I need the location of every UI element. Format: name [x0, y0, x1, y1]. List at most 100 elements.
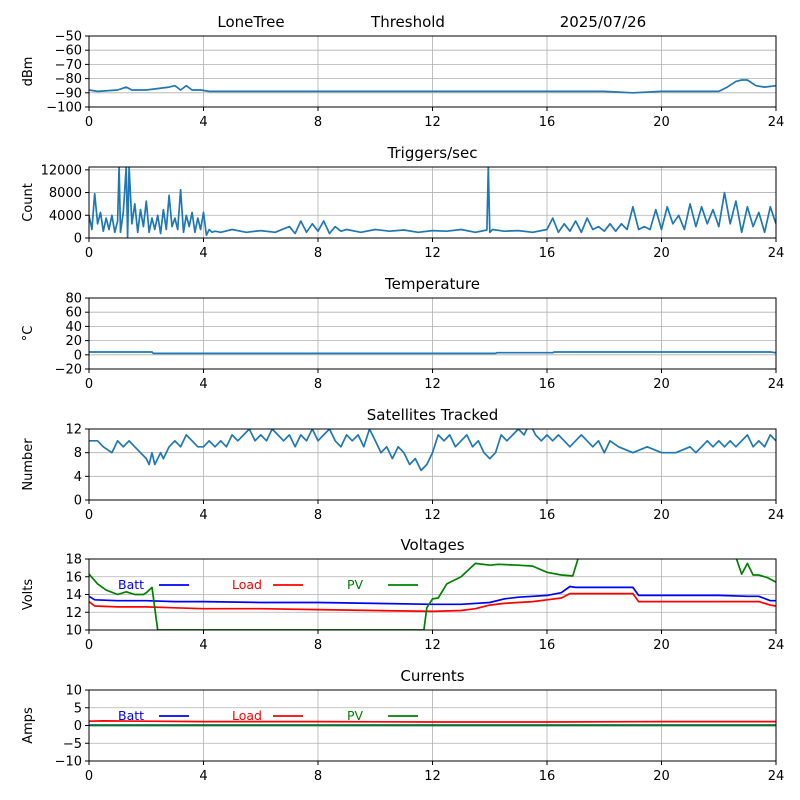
x-tick-label: 20 — [653, 769, 670, 784]
panel-triggers: 0 4 8 12 16 20 24 0 4000 8000 12000 Triggers/sec Cou… — [21, 144, 784, 261]
x-tick-label: 8 — [314, 769, 322, 784]
y-tick-label: 0 — [74, 232, 82, 247]
x-tick-label: 16 — [539, 246, 556, 261]
y-tick-label: 12000 — [41, 163, 82, 178]
x-tick-label: 4 — [199, 769, 207, 784]
x-tick-label: 4 — [199, 377, 207, 392]
x-tick-label: 20 — [653, 246, 670, 261]
x-tick-label: 12 — [424, 115, 441, 130]
x-tick-label: 16 — [539, 769, 556, 784]
x-tick-label: 0 — [85, 377, 93, 392]
x-tick-label: 4 — [199, 638, 207, 653]
panel-voltages: 0 4 8 12 16 20 24 10 12 14 16 18 Voltages Volts Batt Lo… — [21, 536, 784, 653]
y-tick-label: 0 — [74, 348, 82, 363]
series-line-0 — [89, 351, 776, 355]
header-mode: Threshold — [370, 13, 445, 31]
panel-title: Voltages — [400, 536, 464, 554]
panel-title: Temperature — [384, 275, 480, 293]
panel-title: Satellites Tracked — [367, 406, 498, 424]
panel-currents: 0 4 8 12 16 20 24 −10 −5 0 5 10 Currents Amps Batt Load… — [21, 667, 784, 784]
series-line-0 — [89, 167, 776, 238]
legend-label-batt: Batt — [118, 708, 144, 723]
series-line-load — [89, 592, 776, 613]
y-tick-label: 0 — [74, 719, 82, 734]
panel-signal: 0 4 8 12 16 20 24 −100−90−80−70−60−50 dBm — [21, 30, 784, 131]
y-tick-label: −100 — [46, 101, 82, 116]
x-tick-label: 4 — [199, 508, 207, 523]
x-tick-label: 20 — [653, 115, 670, 130]
y-tick-label: 8000 — [49, 186, 82, 201]
x-tick-label: 20 — [653, 638, 670, 653]
x-tick-label: 16 — [539, 115, 556, 130]
x-tick-label: 16 — [539, 508, 556, 523]
y-tick-label: −20 — [55, 363, 82, 378]
series-line-pv — [89, 559, 776, 630]
x-tick-label: 24 — [768, 638, 785, 653]
y-tick-label: 10 — [65, 684, 82, 699]
x-tick-label: 0 — [85, 246, 93, 261]
y-tick-label: 0 — [74, 494, 82, 509]
x-tick-label: 8 — [314, 115, 322, 130]
y-tick-label: 60 — [65, 306, 82, 321]
x-tick-label: 8 — [314, 377, 322, 392]
x-tick-label: 24 — [768, 508, 785, 523]
y-axis-label: dBm — [21, 57, 36, 87]
series-line-0 — [89, 79, 776, 94]
legend-label-pv: PV — [347, 577, 364, 592]
x-tick-label: 8 — [314, 508, 322, 523]
y-tick-label: −5 — [63, 737, 82, 752]
y-tick-label: −50 — [55, 30, 82, 45]
header-station: LoneTree — [217, 13, 284, 31]
x-tick-label: 12 — [424, 377, 441, 392]
x-tick-label: 16 — [539, 377, 556, 392]
legend-label-load: Load — [232, 577, 262, 592]
y-axis-label: Count — [21, 183, 36, 222]
y-tick-label: 20 — [65, 334, 82, 349]
x-tick-label: 12 — [424, 638, 441, 653]
y-tick-label: −90 — [55, 86, 82, 101]
x-tick-label: 0 — [85, 638, 93, 653]
y-tick-label: 16 — [65, 570, 82, 585]
y-tick-label: 40 — [65, 320, 82, 335]
panel-title: Currents — [400, 667, 464, 685]
y-tick-label: 18 — [65, 553, 82, 568]
x-tick-label: 24 — [768, 115, 785, 130]
y-tick-label: 12 — [65, 606, 82, 621]
x-tick-label: 12 — [424, 769, 441, 784]
legend-label-load: Load — [232, 708, 262, 723]
panel-title: Triggers/sec — [387, 144, 478, 162]
y-tick-label: 8 — [74, 446, 82, 461]
y-tick-label: 4000 — [49, 209, 82, 224]
y-tick-label: −10 — [55, 755, 82, 770]
y-tick-label: 14 — [65, 588, 82, 603]
x-tick-label: 8 — [314, 246, 322, 261]
y-tick-label: 5 — [74, 701, 82, 716]
x-tick-label: 12 — [424, 508, 441, 523]
y-tick-label: 10 — [65, 624, 82, 639]
y-axis-label: °C — [21, 326, 36, 342]
y-axis-label: Number — [21, 438, 36, 491]
x-tick-label: 4 — [199, 246, 207, 261]
x-tick-label: 0 — [85, 508, 93, 523]
legend-label-pv: PV — [347, 708, 364, 723]
x-tick-label: 0 — [85, 769, 93, 784]
y-tick-label: 4 — [74, 470, 82, 485]
x-tick-label: 20 — [653, 508, 670, 523]
y-tick-label: −70 — [55, 58, 82, 73]
x-tick-label: 12 — [424, 246, 441, 261]
x-tick-label: 24 — [768, 769, 785, 784]
y-tick-label: −80 — [55, 72, 82, 87]
y-tick-label: 80 — [65, 292, 82, 307]
x-tick-label: 24 — [768, 246, 785, 261]
header-date: 2025/07/26 — [560, 13, 646, 31]
x-tick-label: 4 — [199, 115, 207, 130]
x-tick-label: 16 — [539, 638, 556, 653]
y-tick-label: 12 — [65, 423, 82, 438]
x-tick-label: 8 — [314, 638, 322, 653]
y-axis-label: Amps — [21, 707, 36, 744]
series-line-load — [89, 720, 776, 723]
panel-satellites: 0 4 8 12 16 20 24 0 4 8 12 Satellites Tracked Number — [21, 406, 784, 523]
